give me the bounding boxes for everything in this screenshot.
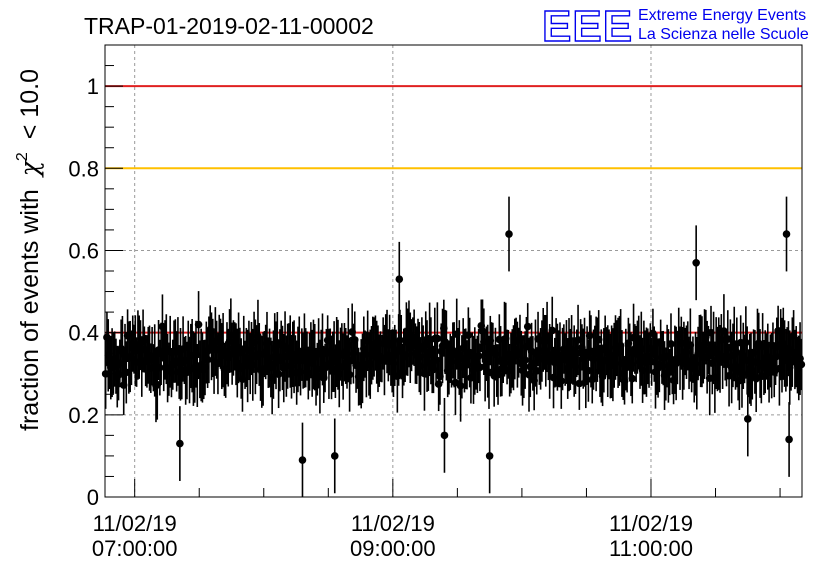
- x-tick-date-label: 11/02/19: [351, 511, 435, 536]
- chart-title: TRAP-01-2019-02-11-00002: [84, 13, 374, 39]
- data-point: [743, 381, 752, 457]
- y-tick-label: 0.4: [68, 321, 99, 346]
- data-point: [485, 418, 494, 494]
- data-point: [440, 397, 449, 473]
- data-points: [101, 196, 806, 497]
- marker: [485, 452, 494, 460]
- marker: [743, 415, 752, 423]
- x-tick-date-label: 11/02/19: [609, 511, 693, 536]
- y-tick-label: 0.8: [68, 156, 99, 181]
- marker: [298, 456, 307, 464]
- marker: [692, 258, 700, 267]
- marker: [176, 439, 184, 448]
- marker: [523, 322, 532, 331]
- x-tick-time-label: 11:00:00: [609, 536, 693, 561]
- marker: [274, 370, 283, 378]
- plot-frame: [104, 44, 803, 498]
- marker: [521, 356, 529, 364]
- marker: [194, 320, 203, 329]
- marker: [505, 230, 513, 238]
- marker: [203, 355, 212, 364]
- marker: [440, 431, 449, 440]
- y-axis-label: fraction of events with χ2 < 10.0: [5, 69, 44, 431]
- marker: [628, 374, 637, 383]
- marker: [464, 331, 473, 339]
- marker: [396, 336, 404, 345]
- data-point: [692, 225, 700, 301]
- y-tick-label: 0: [87, 485, 99, 510]
- marker: [575, 379, 584, 388]
- data-point: [395, 241, 404, 317]
- data-point: [628, 353, 637, 404]
- x-tick-date-label: 11/02/19: [93, 511, 177, 536]
- marker: [585, 331, 594, 340]
- data-point: [523, 303, 532, 350]
- marker: [395, 275, 404, 284]
- data-point: [330, 418, 339, 494]
- marker: [785, 435, 793, 444]
- marker: [742, 338, 750, 347]
- logo-letters: EEE: [542, 2, 633, 51]
- data-point: [176, 406, 184, 481]
- marker: [433, 334, 442, 343]
- grid: [105, 45, 802, 497]
- data-point: [548, 296, 557, 365]
- marker: [548, 326, 557, 335]
- marker: [330, 452, 339, 460]
- x-tick-time-label: 07:00:00: [92, 536, 178, 561]
- data-point: [194, 291, 203, 358]
- logo-line-1: Extreme Energy Events: [638, 7, 806, 24]
- marker: [345, 370, 354, 379]
- marker: [456, 382, 465, 390]
- axes: 00.20.40.60.8111/02/1907:00:0011/02/1909…: [68, 65, 781, 561]
- reference-lines: [105, 85, 802, 334]
- marker: [557, 377, 566, 385]
- marker: [474, 352, 483, 360]
- y-tick-label: 0.6: [68, 238, 99, 263]
- marker: [156, 363, 164, 372]
- marker: [797, 360, 806, 369]
- y-tick-label: 1: [87, 74, 99, 99]
- y-tick-label: 0.2: [68, 403, 99, 428]
- data-point: [782, 196, 791, 272]
- data-point: [433, 302, 442, 375]
- eee-logo: EEE Extreme Energy Events La Scienza nel…: [541, 1, 809, 51]
- marker: [667, 340, 675, 348]
- data-point: [505, 196, 513, 272]
- data-point: [797, 338, 806, 391]
- marker: [782, 230, 791, 238]
- data-point: [298, 422, 307, 497]
- marker: [434, 380, 443, 388]
- x-tick-time-label: 09:00:00: [350, 536, 436, 561]
- logo-line-2: La Scienza nelle Scuole: [638, 26, 809, 43]
- data-point: [785, 402, 793, 477]
